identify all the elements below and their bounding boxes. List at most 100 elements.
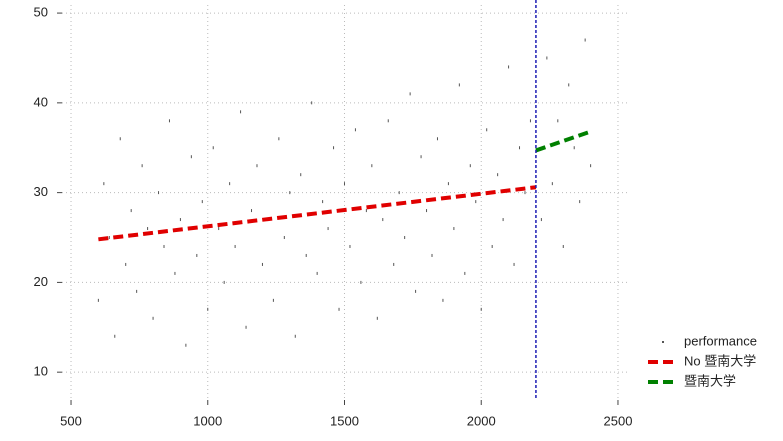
data-point — [119, 137, 121, 141]
data-point — [311, 101, 313, 105]
data-point — [223, 280, 225, 284]
data-point — [305, 253, 307, 257]
data-point — [168, 119, 170, 123]
data-point — [519, 146, 521, 150]
data-point — [491, 244, 493, 248]
data-point — [426, 209, 428, 213]
legend-label: performance — [684, 333, 757, 348]
data-point — [584, 38, 586, 42]
data-point — [354, 128, 356, 132]
data-point — [409, 92, 411, 96]
data-point — [486, 128, 488, 132]
data-point — [404, 236, 406, 240]
data-point — [436, 137, 438, 141]
data-point — [453, 227, 455, 231]
data-point — [540, 218, 542, 222]
data-point — [458, 83, 460, 87]
x-tick-label: 2500 — [604, 413, 633, 428]
data-point — [245, 325, 247, 329]
data-point — [185, 343, 187, 347]
fit-line — [535, 129, 592, 153]
data-point — [573, 146, 575, 150]
data-point — [529, 119, 531, 123]
data-point — [234, 244, 236, 248]
data-point — [294, 334, 296, 338]
data-point — [376, 316, 378, 320]
data-point — [551, 182, 553, 186]
data-point — [218, 227, 220, 231]
data-point — [480, 307, 482, 311]
data-point — [174, 271, 176, 275]
data-point — [316, 271, 318, 275]
data-point — [365, 209, 367, 213]
data-point — [272, 298, 274, 302]
y-tick-label: 50 — [34, 5, 48, 20]
data-point — [158, 191, 160, 195]
data-point — [562, 244, 564, 248]
data-point — [382, 218, 384, 222]
data-point — [229, 182, 231, 186]
data-point — [240, 110, 242, 114]
data-point — [579, 200, 581, 204]
data-point — [322, 200, 324, 204]
y-tick-label: 30 — [34, 184, 48, 199]
data-point — [278, 137, 280, 141]
data-point — [502, 218, 504, 222]
data-point — [289, 191, 291, 195]
data-point — [349, 244, 351, 248]
data-point — [196, 253, 198, 257]
data-point — [327, 227, 329, 231]
data-point — [557, 119, 559, 123]
data-point — [497, 173, 499, 177]
data-point — [261, 262, 263, 266]
data-point — [300, 173, 302, 177]
fit-line — [98, 185, 537, 242]
data-point — [147, 227, 149, 231]
data-point — [97, 298, 99, 302]
data-point — [152, 316, 154, 320]
data-point — [114, 334, 116, 338]
x-tick-label: 500 — [60, 413, 82, 428]
x-tick-label: 1500 — [330, 413, 359, 428]
data-point — [524, 191, 526, 195]
data-point — [251, 209, 253, 213]
data-point — [508, 65, 510, 69]
data-point — [415, 289, 417, 293]
y-tick-label: 40 — [34, 94, 48, 109]
data-point — [513, 262, 515, 266]
data-point — [568, 83, 570, 87]
data-point — [201, 200, 203, 204]
data-point — [108, 236, 110, 240]
data-point — [442, 298, 444, 302]
data-point — [103, 182, 105, 186]
data-point — [360, 280, 362, 284]
legend-marker — [662, 341, 664, 343]
data-point — [590, 164, 592, 168]
data-point — [125, 262, 127, 266]
data-point — [130, 209, 132, 213]
x-tick-label: 2000 — [467, 413, 496, 428]
data-point — [431, 253, 433, 257]
data-point — [398, 191, 400, 195]
data-point — [464, 271, 466, 275]
data-point — [420, 155, 422, 159]
x-tick-label: 1000 — [193, 413, 222, 428]
data-point — [256, 164, 258, 168]
data-point — [136, 289, 138, 293]
data-point — [475, 200, 477, 204]
legend-label: 暨南大学 — [684, 373, 736, 388]
data-point — [207, 307, 209, 311]
data-point — [333, 146, 335, 150]
data-point — [469, 164, 471, 168]
data-point — [447, 182, 449, 186]
y-tick-label: 10 — [34, 364, 48, 379]
data-point — [338, 307, 340, 311]
data-point — [343, 182, 345, 186]
y-tick-label: 20 — [34, 274, 48, 289]
data-point — [141, 164, 143, 168]
data-point — [190, 155, 192, 159]
data-point — [387, 119, 389, 123]
legend-label: No 暨南大学 — [684, 353, 756, 368]
data-point — [163, 244, 165, 248]
